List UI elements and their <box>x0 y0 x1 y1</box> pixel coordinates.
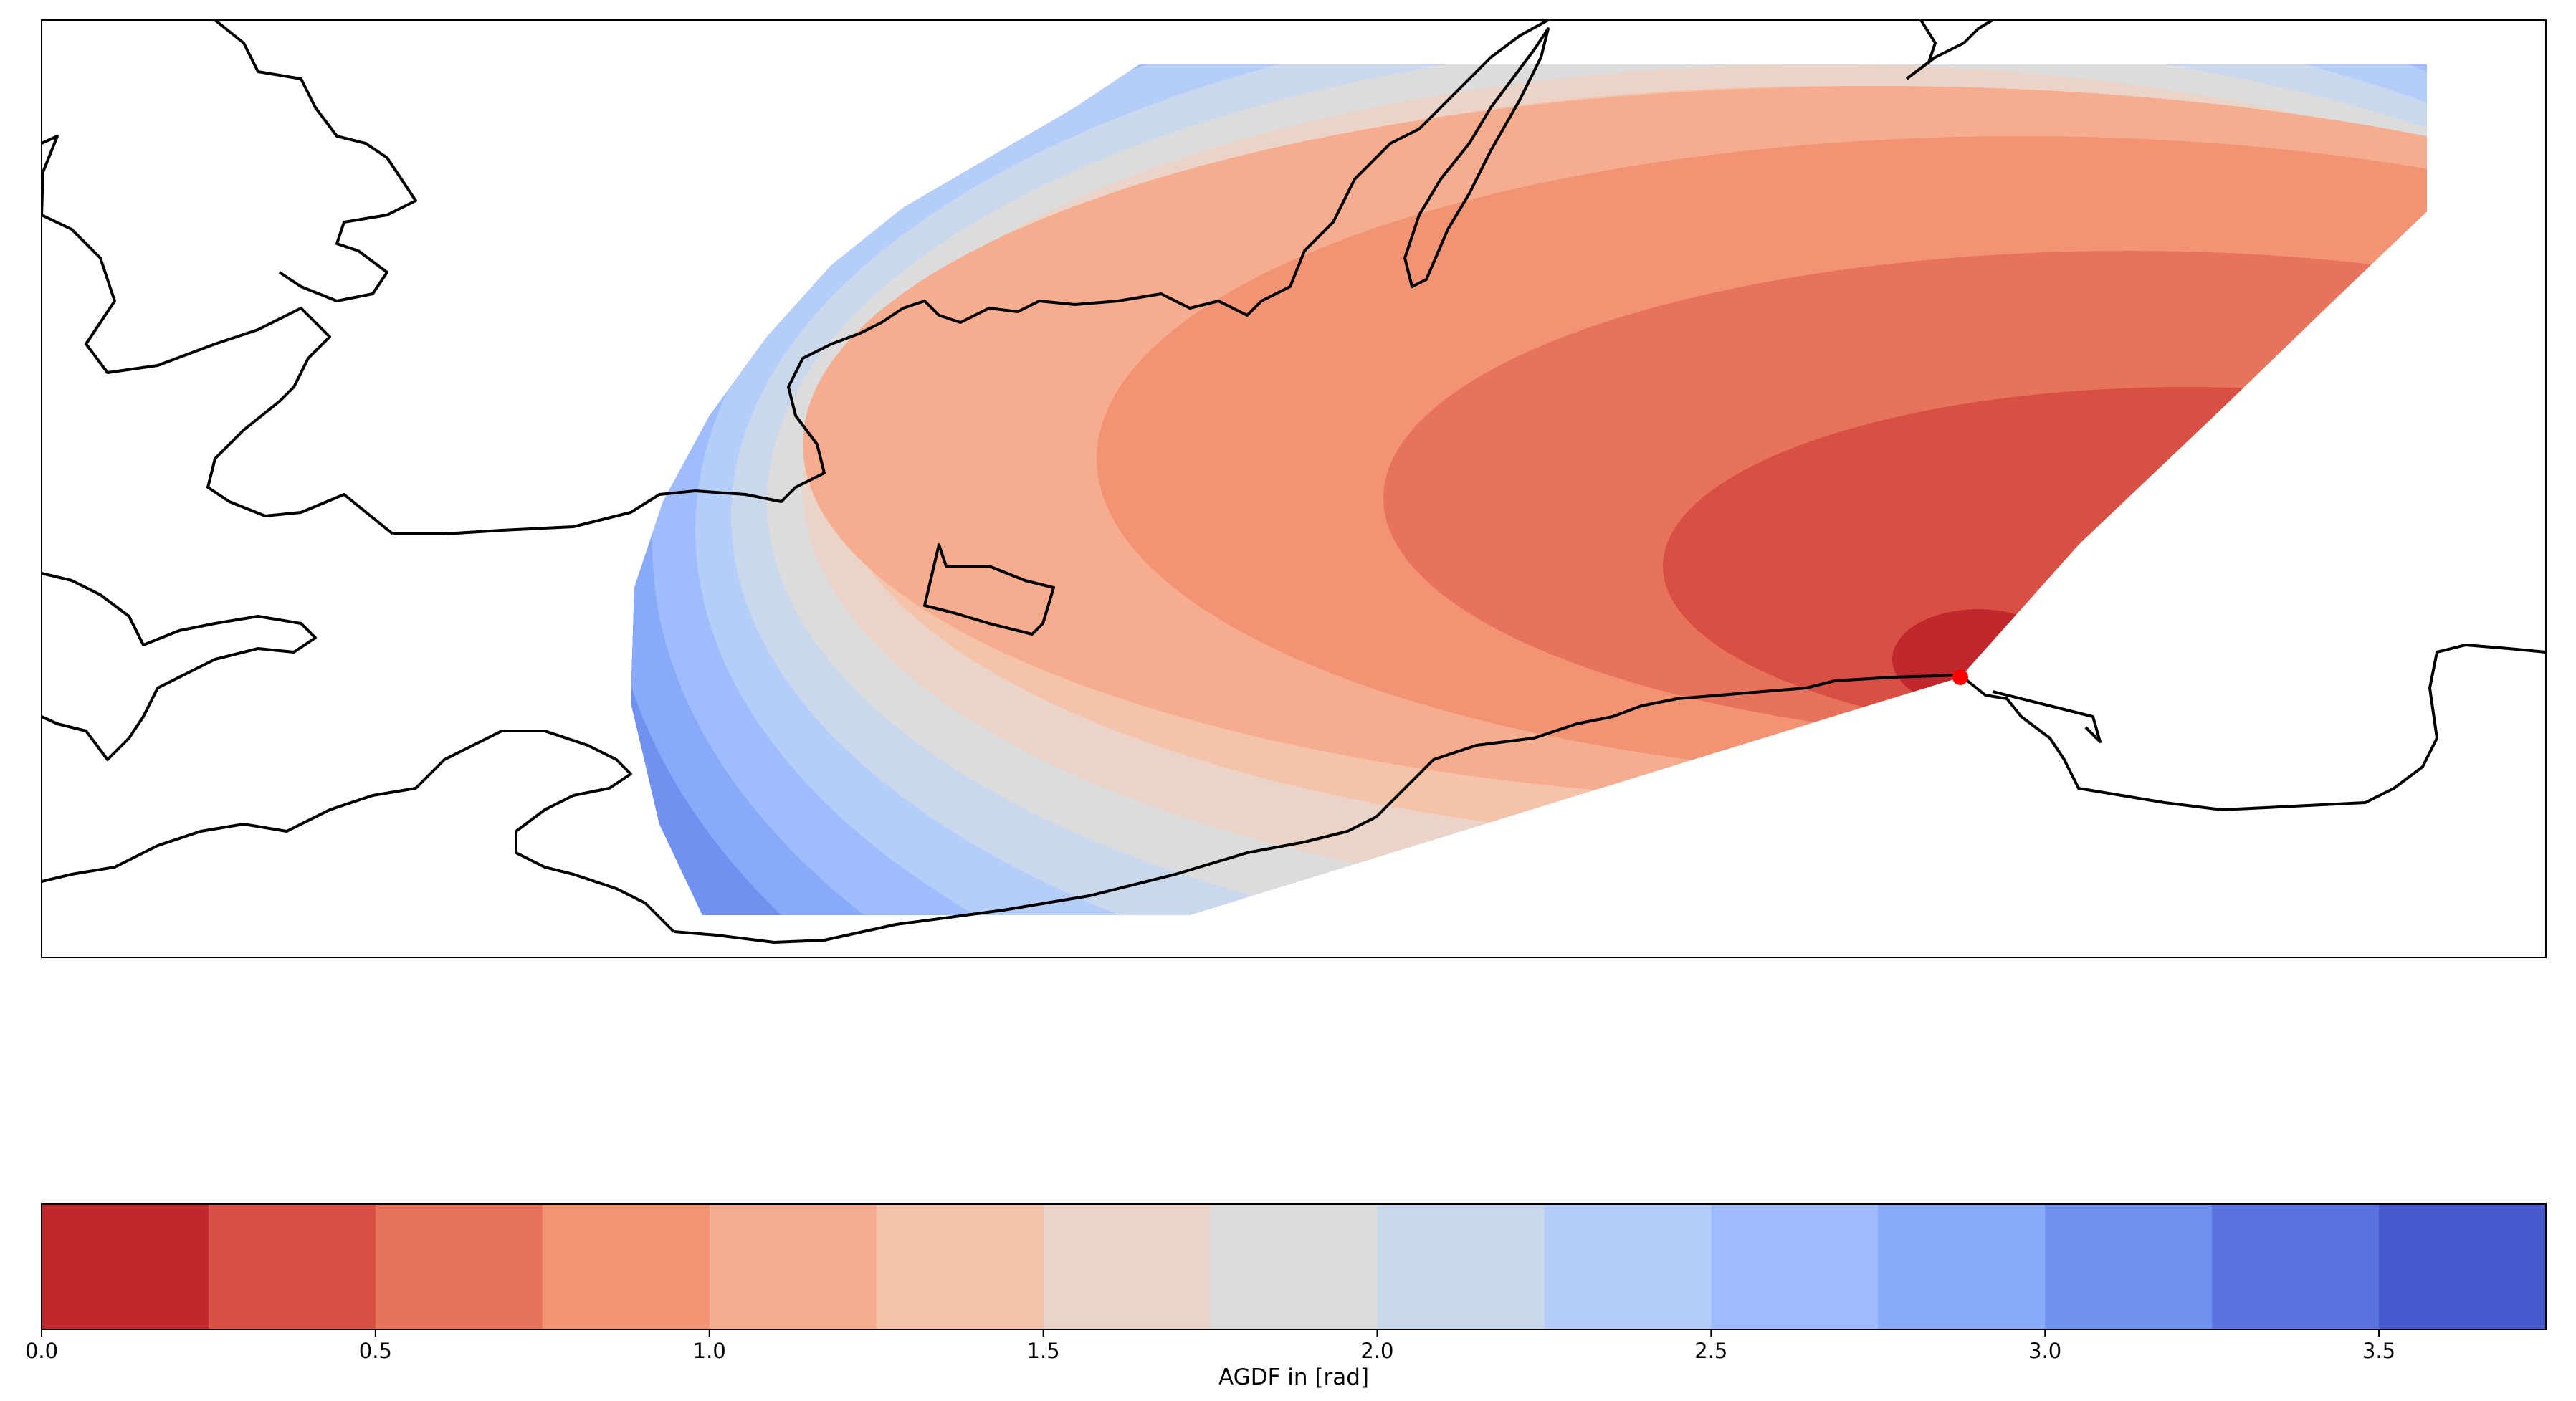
colorbar-segment <box>2212 1204 2380 1329</box>
coastline-western-mainland <box>42 135 394 535</box>
coastline-peninsula <box>1403 27 1550 288</box>
colorbar-segment <box>876 1204 1044 1329</box>
colorbar-segment <box>208 1204 376 1329</box>
colorbar-segment <box>2045 1204 2213 1329</box>
colorbar-tick-label: 3.5 <box>2362 1339 2395 1363</box>
colorbar-label: AGDF in [rad] <box>1218 1364 1369 1390</box>
colorbar-tick-label: 2.0 <box>1360 1339 1393 1363</box>
colorbar-segment <box>1043 1204 1211 1329</box>
colorbar-segment <box>1711 1204 1879 1329</box>
colorbar-frame <box>41 1203 2547 1330</box>
colorbar-segment <box>709 1204 877 1329</box>
colorbar-ticks: 0.0 0.5 1.0 1.5 2.0 2.5 3.0 3.5 <box>25 1329 2395 1363</box>
colorbar: 0.0 0.5 1.0 1.5 2.0 2.5 3.0 3.5 AGDF in [rad] <box>25 1203 2547 1390</box>
coastline-northern-shore <box>393 20 1549 535</box>
colorbar-tick-label: 1.5 <box>1027 1339 1060 1363</box>
colorbar-tick-label: 0.0 <box>25 1339 58 1363</box>
colorbar-tick-label: 2.5 <box>1694 1339 1727 1363</box>
coastline-western-islands <box>42 572 317 761</box>
colorbar-tick-label: 3.0 <box>2028 1339 2061 1363</box>
coastlines <box>42 20 2546 944</box>
colorbar-segments <box>42 1204 2547 1329</box>
colorbar-segment <box>2379 1204 2547 1329</box>
coastline-southwest-islands <box>42 730 675 933</box>
coastline-eastern-shore <box>1959 644 2546 811</box>
source-point-marker <box>1952 669 1968 685</box>
colorbar-segment <box>1210 1204 1378 1329</box>
coastline-island <box>923 543 1055 636</box>
colorbar-segment <box>1878 1204 2046 1329</box>
colorbar-segment <box>542 1204 710 1329</box>
colorbar-tick-label: 1.0 <box>693 1339 726 1363</box>
coastline-northwest-bay <box>214 20 417 302</box>
coastline-spit <box>1992 690 2102 743</box>
map-frame <box>41 19 2547 958</box>
colorbar-segment <box>1544 1204 1712 1329</box>
coastline-southern-shore <box>673 674 1961 944</box>
colorbar-segment <box>375 1204 543 1329</box>
colorbar-segment <box>42 1204 209 1329</box>
colorbar-tick-label: 0.5 <box>359 1339 392 1363</box>
coastline-northeast-islands <box>1905 20 1994 80</box>
colorbar-segment <box>1377 1204 1545 1329</box>
